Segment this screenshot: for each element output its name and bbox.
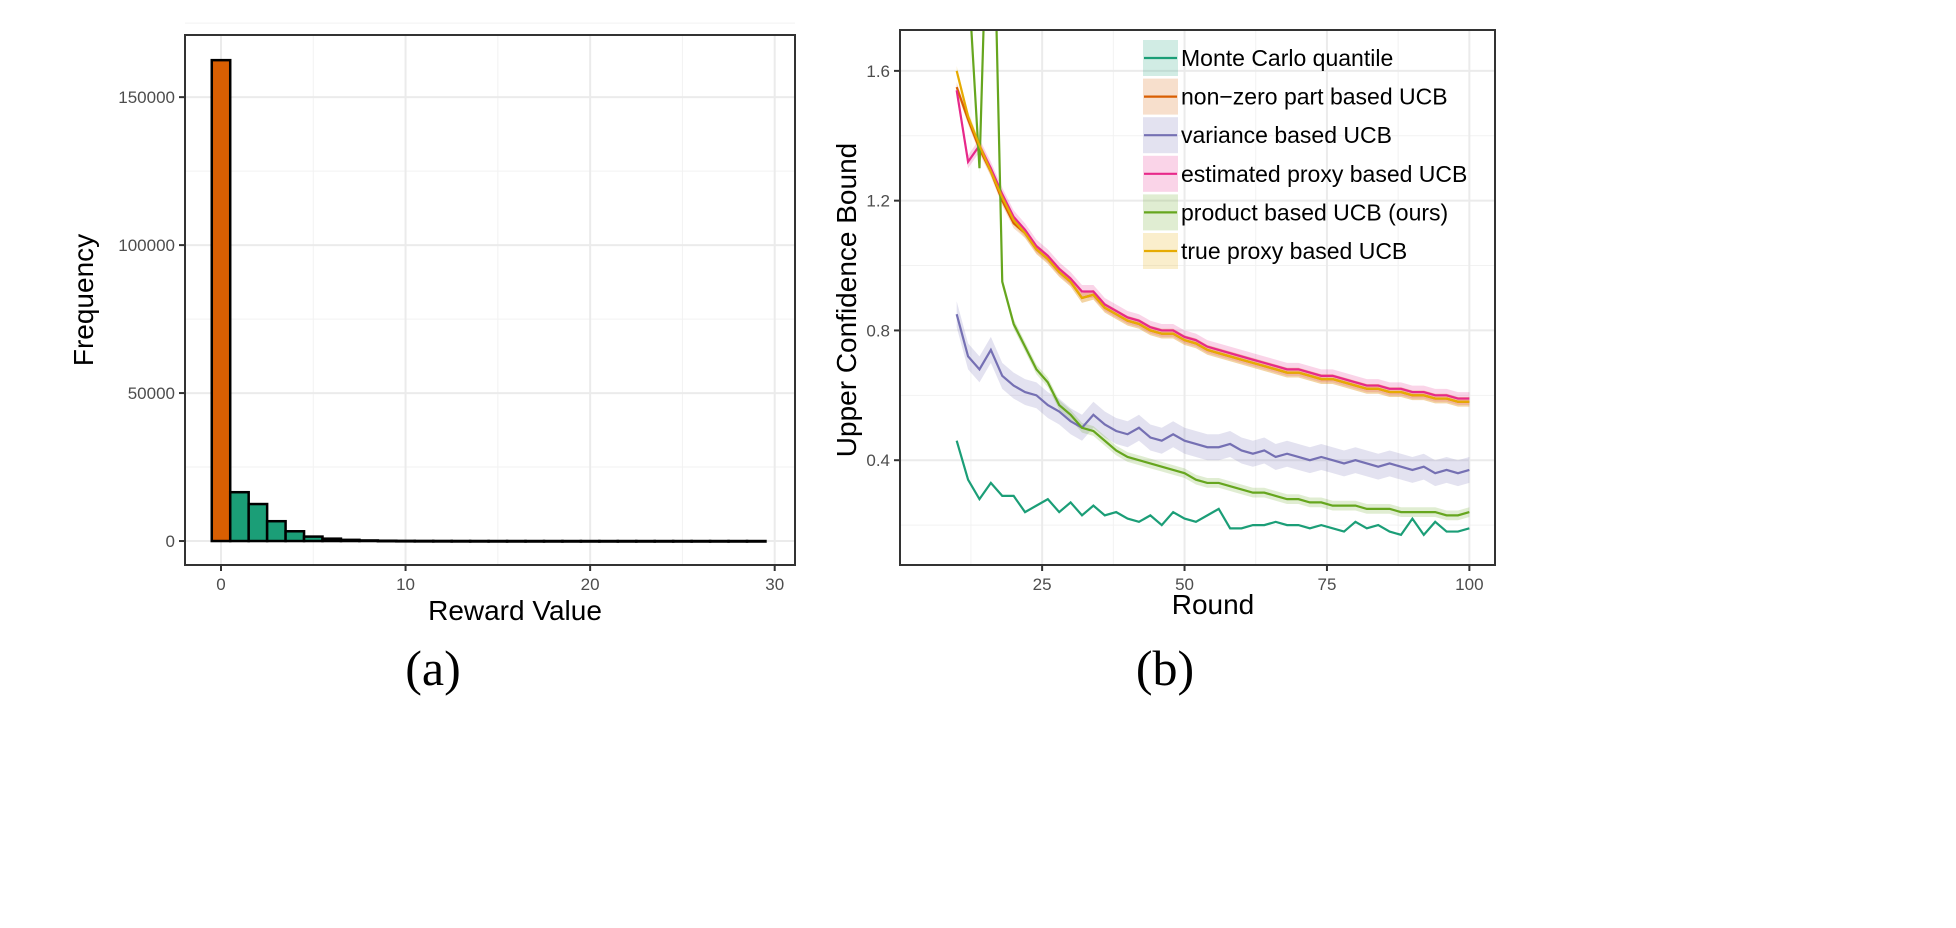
y-tick-label: 0	[166, 532, 175, 551]
y-tick-label: 50000	[128, 384, 175, 403]
histogram-bar	[302, 535, 324, 543]
histogram-bars	[210, 58, 767, 543]
y-tick-label: 0.8	[866, 321, 890, 340]
histogram-bar	[635, 539, 656, 543]
ucb-ticks: 25 50 75 100 0.4 0.8 1.2 1.6	[866, 62, 1483, 594]
x-tick-label: 10	[396, 575, 415, 594]
histogram-bar	[561, 539, 583, 543]
x-tick-label: 25	[1033, 575, 1052, 594]
x-tick-label: 100	[1455, 575, 1483, 594]
histogram-bar	[745, 539, 767, 543]
histogram-bar	[247, 502, 269, 543]
histogram-bar	[653, 539, 675, 543]
histogram-x-label: Reward Value	[428, 595, 602, 626]
line-monte-carlo-quantile	[955, 440, 1470, 537]
legend-label: estimated proxy based UCB	[1181, 161, 1467, 187]
histogram-bar	[395, 539, 417, 543]
panel-b-caption: (b)	[1136, 640, 1194, 696]
line-product-based-ucb-ours	[970, 30, 1470, 517]
histogram-y-label: Frequency	[68, 234, 99, 366]
histogram-frame	[184, 34, 796, 566]
ucb-y-label: Upper Confidence Bound	[831, 143, 862, 457]
y-tick-label: 150000	[118, 88, 175, 107]
histogram-plot-area	[185, 35, 795, 565]
histogram-bar	[487, 539, 509, 543]
x-tick-label: 50	[1175, 575, 1194, 594]
histogram-bar	[542, 539, 564, 543]
line-true-proxy-based-ucb	[955, 70, 1470, 403]
line-variance-based-ucb	[955, 313, 1470, 475]
ucb-legend: Monte Carlo quantile non−zero part based …	[1143, 40, 1467, 269]
histogram-bar	[265, 519, 287, 543]
panel-a-caption: (a)	[405, 640, 461, 696]
legend-label: true proxy based UCB	[1181, 238, 1407, 264]
legend-label: non−zero part based UCB	[1181, 84, 1448, 110]
y-tick-label: 100000	[118, 236, 175, 255]
x-tick-label: 20	[581, 575, 600, 594]
ucb-grid	[900, 30, 1495, 565]
line-estimated-proxy-based-ucb	[955, 90, 1470, 400]
histogram-bar	[450, 539, 472, 543]
histogram-bar	[727, 539, 749, 543]
ucb-line-panel: 25 50 75 100 0.4 0.8 1.2 1.6 Monte Carlo quanti…	[831, 29, 1496, 696]
histogram-bar	[671, 539, 693, 543]
histogram-bar	[284, 530, 306, 543]
legend-label: variance based UCB	[1181, 122, 1392, 148]
y-tick-label: 1.6	[866, 62, 890, 81]
histogram-bar	[413, 539, 435, 543]
x-tick-label: 0	[216, 575, 225, 594]
histogram-bar	[339, 538, 361, 543]
histogram-bar	[376, 539, 398, 543]
ucb-series	[955, 30, 1470, 537]
histogram-bar	[524, 539, 546, 543]
x-tick-label: 75	[1317, 575, 1336, 594]
histogram-bar	[579, 539, 601, 543]
histogram-bar	[358, 539, 380, 543]
histogram-bar	[431, 539, 453, 543]
legend-label: product based UCB (ours)	[1181, 199, 1448, 225]
histogram-bar	[505, 539, 527, 543]
legend-label: Monte Carlo quantile	[1181, 45, 1393, 71]
ucb-x-label: Round	[1172, 589, 1255, 620]
histogram-bar	[228, 490, 250, 543]
histogram-bar	[321, 537, 343, 543]
histogram-bar	[616, 539, 638, 543]
histogram-bar	[210, 58, 232, 543]
x-tick-label: 30	[765, 575, 784, 594]
y-tick-label: 0.4	[866, 451, 890, 470]
histogram-ticks: 0 10 20 30 0 50000 100000 150000	[118, 88, 784, 594]
y-tick-label: 1.2	[866, 192, 890, 211]
histogram-panel: 0 10 20 30 0 50000 100000 150000 Reward Value F…	[68, 22, 796, 696]
histogram-bar	[690, 539, 712, 543]
histogram-bar	[468, 539, 490, 543]
histogram-bar	[598, 539, 620, 543]
histogram-bar	[708, 539, 730, 543]
ucb-frame	[899, 29, 1496, 566]
